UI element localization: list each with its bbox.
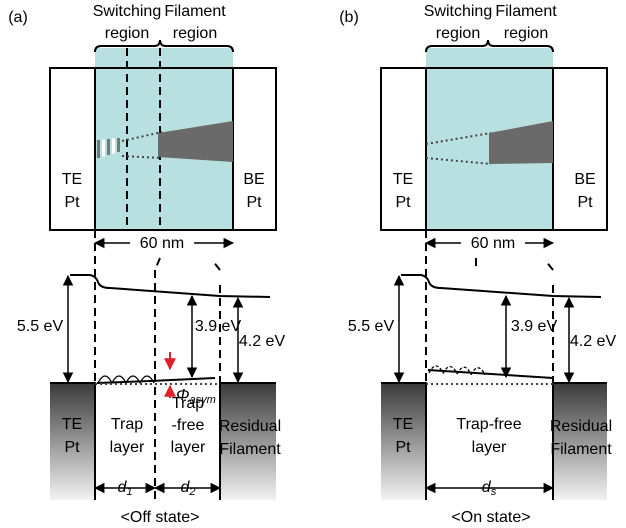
subscript-label: d1 <box>117 479 132 498</box>
width-bg <box>461 234 525 252</box>
label-sub: asym <box>190 394 216 406</box>
label-main: d <box>180 479 190 496</box>
residual-label: Residual <box>219 418 281 435</box>
device-box <box>380 67 608 231</box>
brace <box>425 39 554 53</box>
filament-wedge <box>489 121 553 164</box>
subscript-label: Φasym <box>176 387 216 406</box>
te-low-label: Pt <box>64 439 80 456</box>
panel-tag: (a) <box>8 9 28 26</box>
te-label: TE <box>393 171 413 188</box>
subscript-label: ds <box>482 479 497 498</box>
panel: (a) Switching region Filament region TE Pt BE Pt… <box>8 3 285 526</box>
te-metal <box>50 383 95 500</box>
e2-label: 3.9 eV <box>195 318 242 335</box>
band-top <box>401 274 602 298</box>
te-label: Pt <box>395 194 411 211</box>
label-main: d <box>117 479 127 496</box>
switching-label: Switching <box>93 3 161 20</box>
label-sub: 1 <box>126 486 132 498</box>
width-label: 60 nm <box>140 235 184 252</box>
residual-metal <box>220 383 276 500</box>
dotted-cone <box>425 132 492 165</box>
layer-label: -free <box>172 417 205 434</box>
switching-label: region <box>105 25 149 42</box>
filament-stub <box>107 139 110 155</box>
trap-wells <box>97 375 155 384</box>
brace <box>94 39 234 53</box>
trap-wells <box>428 365 486 376</box>
filament-label: region <box>504 25 548 42</box>
dash-line <box>154 257 161 500</box>
residual-metal <box>553 383 607 500</box>
label-sub: 2 <box>188 486 195 498</box>
dash-line <box>211 259 221 383</box>
conduction-edge <box>427 369 554 379</box>
te-label: TE <box>62 171 82 188</box>
e1-label: 5.5 eV <box>348 318 395 335</box>
be-label: Pt <box>577 194 593 211</box>
band-top <box>70 274 271 298</box>
te-label: Pt <box>64 194 80 211</box>
width-bg <box>130 234 194 252</box>
filament-stub <box>117 138 120 152</box>
filament-stub <box>112 138 115 154</box>
e3-label: 4.2 eV <box>239 333 286 350</box>
filament-wedge <box>158 121 233 162</box>
layer-label: Trap-free <box>456 416 521 433</box>
be-label: BE <box>574 171 595 188</box>
filament-stub <box>97 140 100 158</box>
te-metal <box>381 383 426 500</box>
dash-line <box>544 259 554 383</box>
e1-label: 5.5 eV <box>17 318 64 335</box>
te-low-label: Pt <box>395 439 411 456</box>
width-label: 60 nm <box>471 235 515 252</box>
dotted-cone <box>121 131 163 159</box>
state-label: <Off state> <box>121 509 200 526</box>
residual-label: Filament <box>219 441 281 458</box>
layer-label: layer <box>110 439 145 456</box>
state-label: <On state> <box>451 509 530 526</box>
e3-label: 4.2 eV <box>570 333 617 350</box>
label-sub: s <box>491 486 497 498</box>
e2-label: 3.9 eV <box>511 318 558 335</box>
label-main: Φ <box>176 387 189 404</box>
filament-label: Filament <box>164 3 226 20</box>
subscript-label: d2 <box>180 479 195 498</box>
filament-label: Filament <box>495 3 557 20</box>
layer-label: layer <box>472 439 507 456</box>
te-low-label: TE <box>393 416 413 433</box>
be-label: Pt <box>246 194 262 211</box>
filament-stub <box>102 139 105 157</box>
be-label: BE <box>243 171 264 188</box>
residual-label: Filament <box>550 441 612 458</box>
conduction-edge <box>96 377 216 384</box>
layer-label: layer <box>171 439 206 456</box>
device-box <box>49 67 277 231</box>
layer-label: Trap <box>172 395 204 412</box>
panel: (b) Switching region Filament region TE Pt BE Pt… <box>339 3 616 526</box>
layer-label: Trap <box>111 416 143 433</box>
residual-label: Residual <box>550 418 612 435</box>
label-main: d <box>482 479 492 496</box>
filament-label: region <box>173 25 217 42</box>
switching-label: Switching <box>424 3 492 20</box>
switching-label: region <box>436 25 480 42</box>
te-low-label: TE <box>62 416 82 433</box>
panel-tag: (b) <box>339 9 359 26</box>
